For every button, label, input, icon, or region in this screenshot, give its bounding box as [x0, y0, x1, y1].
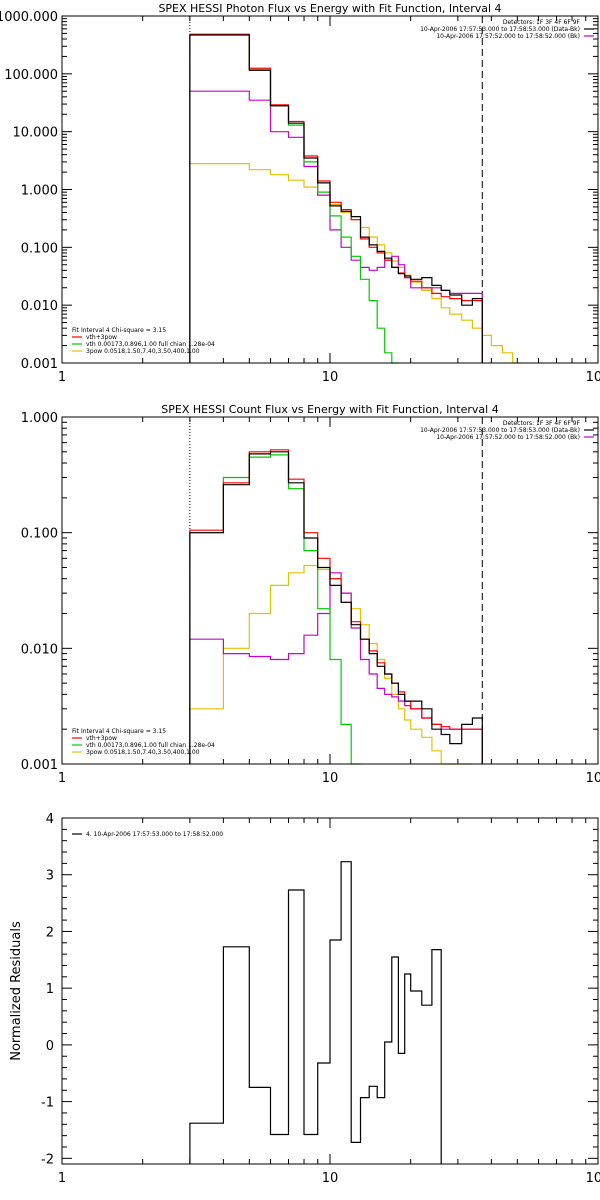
- residuals-y-tick-label: 4: [46, 812, 54, 827]
- count-flux-x-tick-label: 1: [58, 771, 66, 786]
- count-flux-panel: SPEX HESSI Count Flux vs Energy with Fit…: [21, 403, 600, 786]
- photon-flux-series-2-line: [189, 33, 399, 364]
- count-flux-info-line: 10-Apr-2006 17:57:52.000 to 17:58:52.000…: [436, 434, 580, 441]
- photon-flux-plot-frame: [61, 15, 599, 364]
- count-flux-info-line: Detectors: 1F 3F 4F 6F 9F: [503, 420, 581, 427]
- residuals-y-axis-label: Normalized Residuals: [9, 921, 24, 1061]
- residuals-y-tick-label: -2: [41, 1152, 54, 1167]
- residuals-panel: Normalized Residuals11010043210-1-24. 10…: [9, 812, 600, 1186]
- photon-flux-y-tick-label: 100.000: [4, 68, 58, 83]
- photon-flux-series-0-line: [189, 34, 483, 363]
- residuals-series-0-line: [189, 861, 442, 1164]
- photon-flux-y-tick-label: 0.100: [21, 241, 58, 256]
- residuals-x-tick-label: 100: [586, 1171, 600, 1186]
- photon-flux-info-line: 10-Apr-2006 17:57:52.000 to 17:58:52.000…: [436, 33, 580, 40]
- count-flux-y-tick-label: 0.010: [21, 642, 58, 657]
- residuals-x-tick-label: 1: [58, 1171, 66, 1186]
- photon-flux-info-line: 10-Apr-2006 17:57:53.000 to 17:58:53.000…: [420, 26, 580, 33]
- residuals-y-tick-label: 0: [46, 1039, 54, 1054]
- residuals-y-tick-label: 1: [46, 982, 54, 997]
- photon-flux-x-tick-label: 100: [586, 370, 600, 385]
- photon-flux-y-tick-label: 1000.000: [0, 10, 58, 25]
- photon-flux-x-tick-label: 1: [58, 370, 66, 385]
- photon-flux-series-3-line: [189, 90, 483, 363]
- count-flux-y-tick-label: 0.001: [21, 758, 58, 773]
- count-flux-series-4-line: [189, 564, 473, 765]
- count-flux-series-1-line: [189, 449, 483, 764]
- residuals-plot-frame: [61, 817, 599, 1165]
- photon-flux-legend-entry: 3pow 0.0518,1.50,7.40,3.50,400,1.00: [86, 348, 200, 355]
- photon-flux-legend-title: Fit Interval 4 Chi-square = 3.15: [72, 327, 166, 334]
- photon-flux-y-tick-label: 1.000: [21, 184, 58, 199]
- residuals-x-tick-label: 10: [322, 1171, 339, 1186]
- residuals-y-tick-label: 3: [46, 869, 54, 884]
- photon-flux-y-tick-label: 0.001: [21, 357, 58, 372]
- count-flux-x-tick-label: 100: [586, 771, 600, 786]
- photon-flux-legend-entry: vth 0.00173,0.896,1.00 full chian 1.28e-…: [86, 341, 215, 348]
- photon-flux-title: SPEX HESSI Photon Flux vs Energy with Fi…: [158, 2, 501, 15]
- photon-flux-y-tick-label: 0.010: [21, 299, 58, 314]
- photon-flux-x-tick-label: 10: [322, 370, 339, 385]
- count-flux-x-tick-label: 10: [322, 771, 339, 786]
- residuals-y-tick-label: 2: [46, 925, 54, 940]
- photon-flux-panel: SPEX HESSI Photon Flux vs Energy with Fi…: [0, 2, 600, 385]
- count-flux-info-line: 10-Apr-2006 17:57:53.000 to 17:58:53.000…: [420, 427, 580, 434]
- photon-flux-legend-entry: vth+3pow: [86, 334, 117, 341]
- residuals-legend-entry: 4. 10-Apr-2006 17:57:53.000 to 17:58:52.…: [86, 831, 223, 838]
- count-flux-legend-entry: 3pow 0.0518,1.50,7.40,3.50,400,1.00: [86, 749, 200, 756]
- count-flux-legend-entry: vth+3pow: [86, 735, 117, 742]
- count-flux-plot-frame: [61, 416, 599, 765]
- count-flux-legend-entry: vth 0.00173,0.896,1.00 full chian 1.28e-…: [86, 742, 215, 749]
- count-flux-y-tick-label: 0.100: [21, 527, 58, 542]
- count-flux-title: SPEX HESSI Count Flux vs Energy with Fit…: [161, 403, 498, 416]
- count-flux-series-2-line: [189, 454, 361, 765]
- count-flux-series-3-line: [189, 572, 483, 764]
- count-flux-series-0-line: [189, 451, 483, 764]
- photon-flux-info-line: Detectors: 1F 3F 4F 6F 9F: [503, 19, 581, 26]
- count-flux-y-tick-label: 1.000: [21, 411, 58, 426]
- photon-flux-y-tick-label: 10.000: [13, 126, 59, 141]
- photon-flux-series-4-line: [189, 163, 522, 364]
- photon-flux-series-1-line: [189, 33, 483, 363]
- count-flux-legend-title: Fit Interval 4 Chi-square = 3.15: [72, 728, 166, 735]
- residuals-y-tick-label: -1: [41, 1096, 54, 1111]
